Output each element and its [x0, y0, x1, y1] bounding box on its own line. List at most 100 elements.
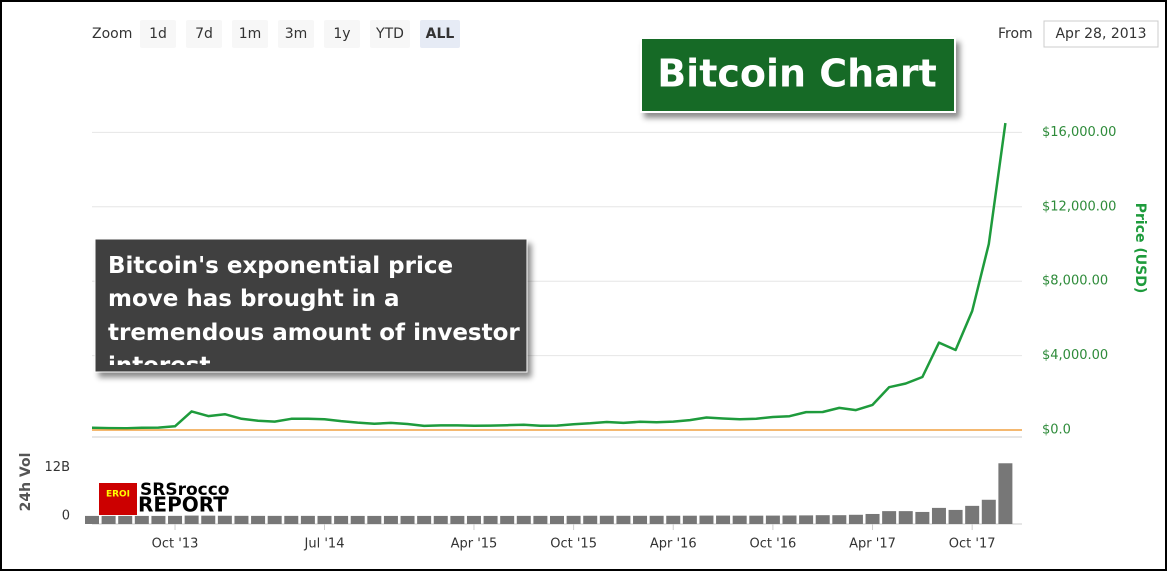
zoom-button-label[interactable]: 1y — [333, 26, 350, 42]
zoom-label: Zoom — [92, 26, 132, 42]
volume-bar — [998, 463, 1013, 524]
price-line — [91, 122, 1007, 430]
from-label: From — [998, 26, 1033, 42]
y-tick-label: $4,000.00 — [1042, 348, 1108, 363]
volume-bar — [716, 515, 731, 524]
volume-bar — [284, 515, 299, 524]
volume-bar — [865, 513, 880, 524]
y2-axis-title: 24h Vol — [18, 453, 34, 512]
volume-bar — [383, 515, 398, 524]
volume-bar — [267, 515, 282, 524]
from-input[interactable] — [1043, 20, 1159, 48]
zoom-button[interactable] — [186, 20, 222, 48]
volume-bar — [782, 515, 797, 524]
volume-bar — [400, 515, 415, 524]
zoom-button[interactable] — [232, 20, 268, 48]
volume-bar — [682, 515, 697, 524]
volume-bar — [965, 505, 980, 524]
y-axis-title: Price (USD) — [1132, 203, 1148, 294]
zoom-button-label[interactable]: 3m — [285, 26, 308, 42]
logo-badge — [99, 483, 137, 515]
volume-bar — [666, 515, 681, 524]
zoom-button[interactable] — [278, 20, 314, 48]
volume-bar — [649, 515, 664, 524]
volume-bar — [217, 515, 232, 524]
y-tick-label: $12,000.00 — [1042, 199, 1116, 214]
volume-bar — [981, 499, 996, 524]
y-tick-label: $8,000.00 — [1042, 274, 1108, 289]
volume-bar — [118, 515, 133, 524]
volume-bar — [633, 515, 648, 524]
volume-bar — [765, 515, 780, 524]
volume-bar — [300, 515, 315, 524]
volume-bar — [599, 515, 614, 524]
volume-bar — [201, 515, 216, 524]
y2-tick-label: 12B — [45, 460, 70, 475]
title-box — [640, 37, 956, 113]
volume-bar — [799, 515, 814, 524]
volume-bar — [500, 515, 515, 524]
logo-badge-text: EROI — [106, 490, 130, 500]
volume-bar — [931, 507, 946, 524]
volume-bar — [550, 515, 564, 524]
volume-bar — [350, 515, 365, 524]
annotation-box — [94, 238, 528, 373]
volume-bar — [566, 515, 581, 524]
x-tick-label: Apr '17 — [849, 537, 896, 552]
logo-line2: REPORT — [138, 493, 227, 517]
volume-bar — [516, 515, 531, 524]
annotation-wrap: Bitcoin's exponential price move has bro… — [108, 253, 520, 365]
zoom-button[interactable] — [420, 20, 460, 48]
zoom-button[interactable] — [324, 20, 360, 48]
volume-bar — [101, 515, 116, 524]
zoom-button[interactable] — [370, 20, 410, 48]
zoom-button-label[interactable]: 1d — [149, 26, 167, 42]
x-tick-label: Apr '16 — [650, 537, 697, 552]
volume-bar — [168, 515, 183, 524]
volume-bar — [832, 515, 847, 524]
volume-bar — [367, 515, 382, 524]
logo: EROI SRSrocco REPORT — [99, 480, 229, 517]
volume-bar — [749, 515, 764, 524]
volume-bar — [533, 515, 548, 524]
volume-bar — [417, 515, 432, 524]
zoom-button-label[interactable]: 1m — [239, 26, 262, 42]
volume-bar — [184, 515, 199, 524]
zoom-button-label[interactable]: YTD — [375, 26, 404, 42]
volume-bar — [948, 509, 963, 524]
x-tick-label: Oct '16 — [750, 537, 797, 552]
volume-bar — [85, 515, 99, 524]
y-tick-label: $16,000.00 — [1042, 125, 1116, 140]
volume-bar — [483, 515, 498, 524]
zoom-button[interactable] — [140, 20, 176, 48]
zoom-button-label[interactable]: 7d — [195, 26, 213, 42]
volume-bar — [234, 515, 249, 524]
volume-bar — [151, 515, 166, 524]
volume-bar — [583, 515, 598, 524]
volume-bar — [882, 511, 897, 524]
zoom-button-label[interactable]: ALL — [426, 26, 455, 42]
x-tick-label: Oct '17 — [949, 537, 996, 552]
volume-bar — [134, 515, 149, 524]
volume-bar — [848, 514, 863, 524]
y-tick-label: $0.0 — [1042, 423, 1071, 438]
volume-bar — [815, 515, 830, 524]
volume-bar — [251, 515, 266, 524]
x-tick-label: Oct '13 — [152, 537, 199, 552]
volume-bar — [699, 515, 714, 524]
volume-bar — [466, 515, 481, 524]
y2-tick-label: 0 — [62, 509, 70, 524]
volume-bar — [915, 511, 930, 524]
x-tick-label: Jul '14 — [304, 537, 345, 552]
from-value[interactable]: Apr 28, 2013 — [1055, 26, 1146, 42]
volume-bar — [616, 515, 631, 524]
volume-bar — [732, 515, 747, 524]
volume-bar — [898, 511, 913, 524]
x-tick-label: Oct '15 — [550, 537, 597, 552]
volume-bar — [433, 515, 448, 524]
chart-title: Bitcoin Chart — [657, 52, 937, 96]
volume-bar — [317, 515, 332, 524]
volume-bar — [334, 515, 349, 524]
volume-bar — [450, 515, 465, 524]
